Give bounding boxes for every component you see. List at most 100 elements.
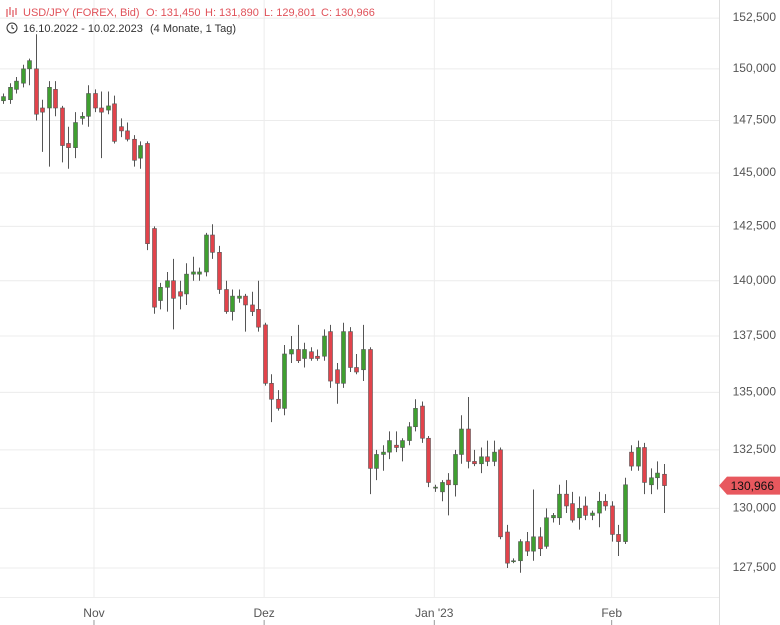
candle-body [505,531,510,564]
candle-body [479,456,484,465]
candle-body [112,103,117,142]
candle-body [60,107,65,146]
candle-body [204,234,209,273]
candle-body [191,271,196,275]
candle-body [1,96,6,102]
y-tick-label: 145,000 [733,165,777,179]
period: (4 Monate, 1 Tag) [150,23,236,35]
candle-body [407,426,412,441]
candle-body [629,451,634,467]
candle-body [538,536,543,550]
header-icon [6,7,17,17]
candle-body [564,493,569,507]
y-tick-label: 140,000 [733,273,777,287]
candle-body [583,505,588,516]
last-price-tag [719,476,780,495]
candle-body [551,515,556,519]
candle-body [636,447,641,467]
candle-body [152,228,157,308]
candle-body [282,353,287,409]
candle-body [309,351,314,359]
candle-body [662,473,667,486]
candle-body [93,93,98,109]
candle-body [210,234,215,253]
candle-body [348,331,353,368]
candle-body [230,295,235,312]
candle-body [354,367,359,373]
candle-body [158,287,163,301]
candle-body [138,145,143,159]
candle-body [197,271,202,275]
candle-body [590,512,595,516]
candle-body [184,273,189,295]
candle-body [106,105,111,111]
candle-body [492,451,497,462]
x-tick-label: Jan '23 [415,606,454,620]
candle-body [446,479,451,486]
x-tick-label: Feb [601,606,622,620]
candle-body [145,143,150,244]
candle-body [296,349,301,362]
clock-icon [6,22,18,34]
candle-body [335,369,340,384]
candle-body [400,440,405,448]
candle-body [485,456,490,462]
candle-body [322,335,327,357]
x-tick-label: Nov [83,606,104,620]
candle-body [217,252,222,290]
candle-body [132,138,137,161]
candle-body [256,309,261,328]
candle-body [642,447,647,483]
y-tick-label: 147,500 [733,113,777,127]
candle-body [544,517,549,547]
ohlc-high: H: 131,890 [205,7,259,19]
candle-body [518,541,523,562]
candle-body [603,500,608,507]
candle-body [433,486,438,489]
candle-body [623,484,628,542]
y-tick-label: 135,000 [733,385,777,399]
candle-body [171,280,176,299]
y-tick-label: 132,500 [733,442,777,456]
candle-body [610,505,615,535]
candle-body [466,428,471,462]
y-tick-label: 127,500 [733,560,777,574]
y-tick-label: 152,500 [733,10,777,24]
y-tick-label: 137,500 [733,328,777,342]
candle-body [655,472,660,479]
ohlc-low: L: 129,801 [264,7,316,19]
candle-body [237,295,242,299]
candle-body [597,500,602,514]
candle-body [66,143,71,148]
y-tick-label: 142,500 [733,219,777,233]
candle-body [125,130,130,140]
candle-body [453,454,458,486]
candle-body [426,437,431,483]
candle-body [34,68,39,115]
candle-body [250,304,255,312]
candle-body [440,482,445,493]
candle-body [459,428,464,455]
ohlc-open: O: 131,450 [146,7,200,19]
candle-body [394,444,399,448]
candle-body [420,405,425,439]
candle-body [119,126,124,132]
candle-body [381,451,386,455]
candle-body [276,398,281,409]
candle-body [243,295,248,306]
candle-body [14,80,19,90]
candle-body [8,87,13,101]
candle-body [263,324,268,384]
candle-body [531,536,536,552]
candle-body [165,280,170,288]
candle-body [361,349,366,371]
candle-body [47,87,52,109]
y-tick-label: 150,000 [733,61,777,75]
candle-body [413,408,418,428]
candle-body [289,349,294,355]
candle-body [341,331,346,384]
candle-body [472,461,477,465]
candle-body [387,440,392,453]
